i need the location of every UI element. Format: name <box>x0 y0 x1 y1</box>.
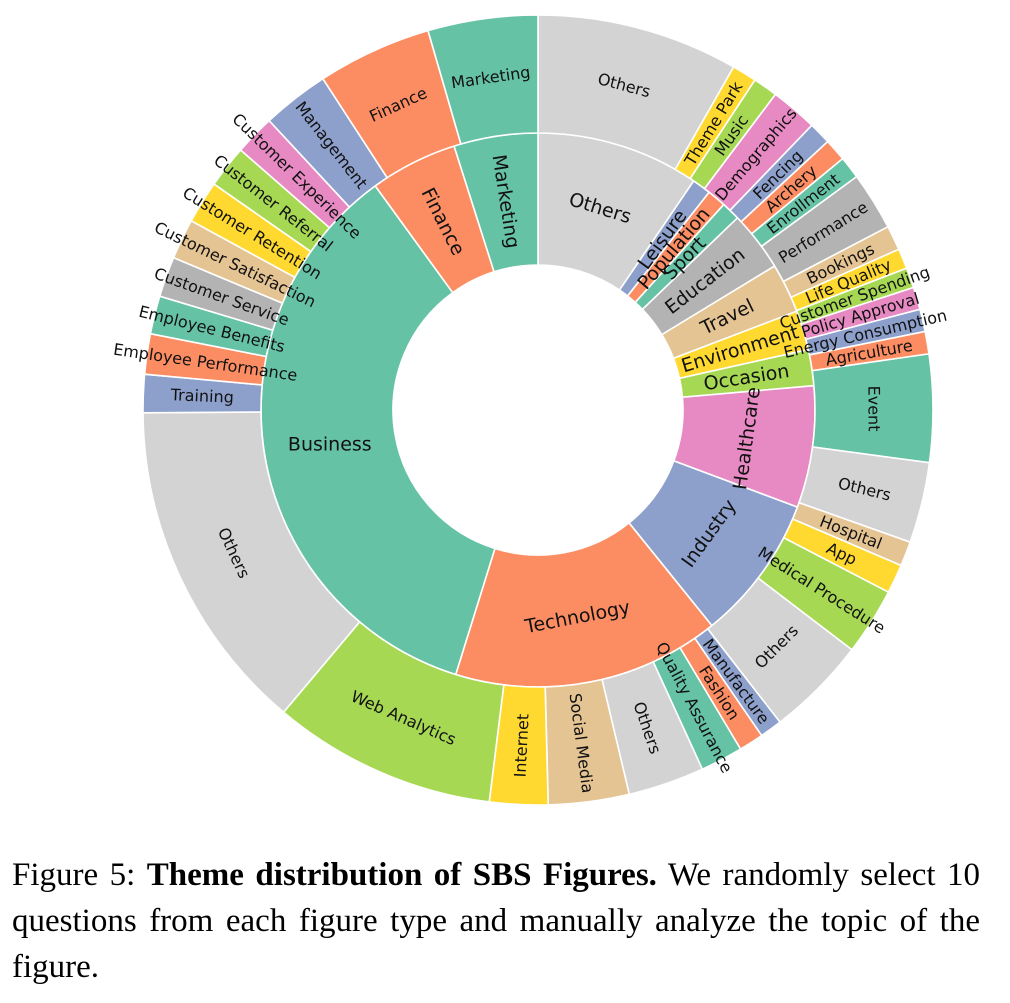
outer-event-label: Event <box>864 386 883 432</box>
outer-internet-label: Internet <box>511 713 533 777</box>
inner-business-label: Business <box>288 433 372 455</box>
caption-bold-title: Theme distribution of SBS Figures. <box>146 857 657 893</box>
outer-marketing-wedge <box>427 14 539 145</box>
outer-training-label: Training <box>169 385 234 407</box>
sunburst-svg: Others LeisurePopulationSportEducationTra… <box>112 14 949 806</box>
outer-ring <box>142 14 934 806</box>
figure-caption: Figure 5: Theme distribution of SBS Figu… <box>12 852 980 990</box>
caption-text: We randomly select 10 questions from eac… <box>12 857 981 985</box>
caption-prefix: Figure 5: <box>12 857 136 893</box>
sunburst-chart: Others Leisure Population Sport Education Tra… <box>112 14 949 806</box>
